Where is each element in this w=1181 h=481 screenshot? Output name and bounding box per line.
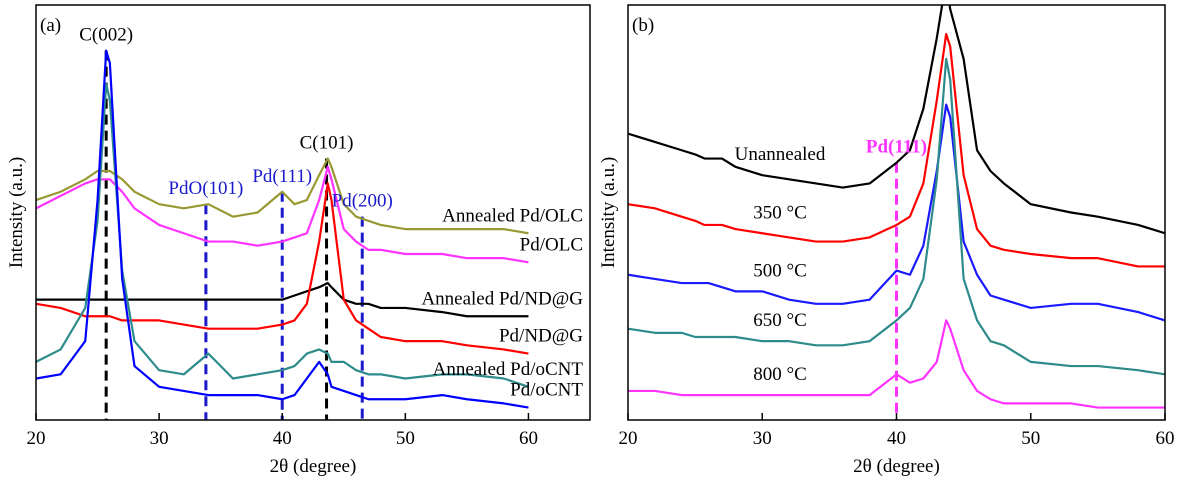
series-label: Annealed Pd/oCNT: [433, 359, 584, 380]
series-line: [628, 57, 1165, 376]
plot-frame: [35, 4, 591, 421]
series-label: Pd/ND@G: [499, 326, 583, 347]
reference-label: Pd(111): [866, 137, 927, 158]
x-tick-label: 20: [619, 428, 638, 449]
series-label: 350 °C: [753, 202, 807, 223]
plot-area: [628, 5, 1165, 420]
x-axis-label: 2θ (degree): [270, 456, 357, 477]
series-label: 650 °C: [753, 310, 807, 331]
panel-label: (a): [40, 15, 61, 36]
x-tick-label: 20: [27, 428, 46, 449]
series-line: [36, 182, 529, 355]
series-label: 500 °C: [753, 260, 807, 281]
series-label: Pd/OLC: [520, 234, 583, 255]
series-line: [628, 5, 1165, 235]
x-tick-label: 50: [396, 428, 415, 449]
y-axis-label: Intensity (a.u.): [6, 157, 27, 268]
reference-label: Pd(111): [252, 166, 312, 187]
panel-label: (b): [632, 15, 654, 36]
x-tick-label: 60: [1156, 428, 1175, 449]
series-line: [36, 281, 529, 318]
panel: C(002) PdO(101) Pd(111) C(101) Pd(200) Anneal…: [6, 4, 591, 477]
series-line: [36, 49, 529, 409]
x-tick-label: 40: [887, 428, 906, 449]
series-label: Unannealed: [735, 144, 826, 165]
x-tick-label: 60: [519, 428, 538, 449]
panel: Pd(111) Unannealed 350 °C 500 °C 650 °C 800 °…: [598, 4, 1175, 477]
x-tick-label: 30: [150, 428, 169, 449]
reference-label: C(002): [79, 25, 133, 46]
series-line: [628, 319, 1165, 409]
x-tick-label: 30: [753, 428, 772, 449]
series-label: Annealed Pd/OLC: [442, 205, 583, 226]
reference-label: Pd(200): [332, 191, 393, 212]
x-tick-label: 50: [1021, 428, 1040, 449]
series-label: 800 °C: [753, 364, 807, 385]
series-line: [36, 165, 529, 264]
x-axis-label: 2θ (degree): [853, 456, 940, 477]
series-label: Annealed Pd/ND@G: [421, 288, 583, 309]
series-line: [36, 82, 529, 388]
series-line: [628, 103, 1165, 322]
series-label: Pd/oCNT: [510, 380, 583, 401]
series-line: [628, 32, 1165, 268]
series-line: [36, 157, 529, 235]
y-axis-label: Intensity (a.u.): [598, 157, 619, 268]
x-tick-label: 40: [273, 428, 292, 449]
plot-area: [36, 49, 529, 420]
reference-label: PdO(101): [168, 178, 243, 199]
reference-label: C(101): [300, 133, 354, 154]
